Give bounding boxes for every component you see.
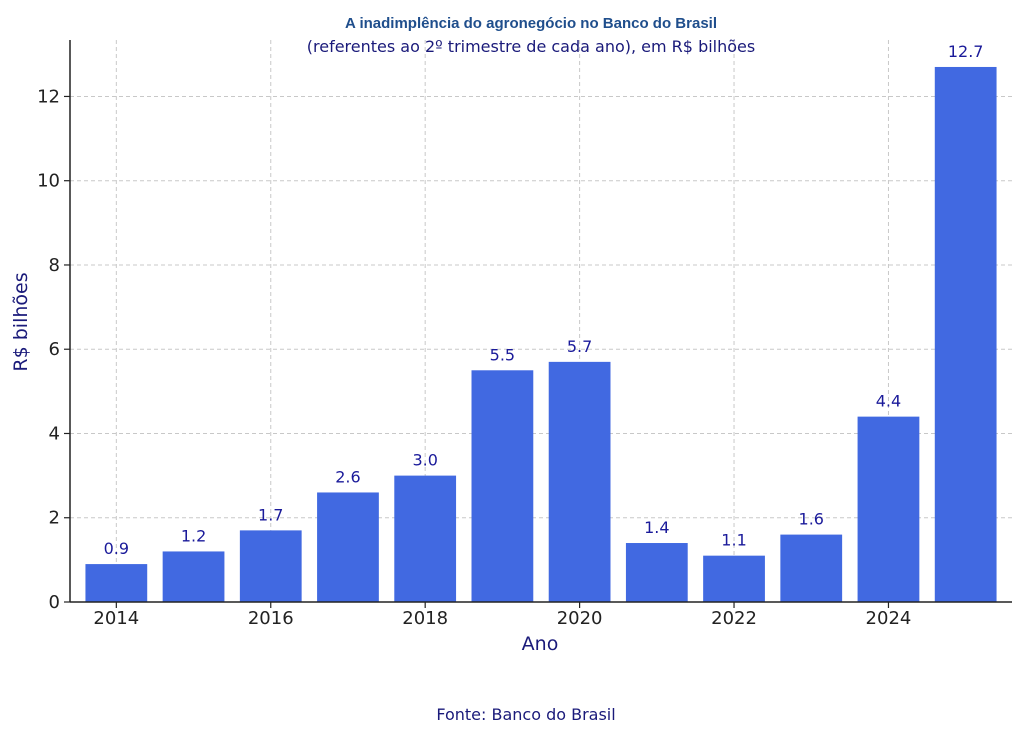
bar-2015 [162,551,225,602]
y-tick-label: 2 [49,508,60,529]
data-label-2021: 1.4 [644,518,669,537]
x-tick-label: 2014 [93,608,139,629]
data-label-2015: 1.2 [181,526,206,545]
bars [85,66,997,602]
bar-2025 [934,66,997,602]
y-tick-label: 0 [49,592,60,613]
data-label-2023: 1.6 [799,510,824,529]
bar-2024 [857,416,920,602]
y-tick-label: 12 [37,86,60,107]
chart-title: A inadimplência do agronegócio no Banco … [345,15,717,32]
bar-2019 [471,370,534,602]
data-label-2020: 5.7 [567,337,592,356]
grid-lines [70,40,1012,602]
y-tick-label: 10 [37,171,60,192]
data-label-2019: 5.5 [490,345,515,364]
chart-subtitle: (referentes ao 2º trimestre de cada ano)… [307,37,755,56]
y-tick-label: 8 [49,255,60,276]
source-note: Fonte: Banco do Brasil [436,705,615,724]
bar-2022 [703,555,765,602]
x-tick-label: 2018 [402,608,448,629]
bar-2014 [85,564,148,602]
x-tick-label: 2020 [557,608,603,629]
data-label-2017: 2.6 [335,467,360,486]
x-tick-label: 2024 [866,608,912,629]
x-tick-label: 2022 [711,608,757,629]
y-tick-label: 4 [49,423,60,444]
y-tick-labels: 0 2 4 6 8 10 12 [37,86,70,613]
data-label-2024: 4.4 [876,392,901,411]
data-label-2018: 3.0 [412,451,437,470]
x-tick-labels: 2014 2016 2018 2020 2022 2024 [93,602,911,629]
bar-2016 [239,530,302,602]
data-label-2014: 0.9 [104,539,129,558]
bar-2020 [548,361,611,602]
y-tick-label: 6 [49,339,60,360]
data-labels: 0.9 1.2 1.7 2.6 3.0 5.5 5.7 1.4 1.1 1.6 4.4 12.7 [104,42,984,558]
bar-2021 [625,543,688,602]
bar-2017 [317,492,379,602]
data-label-2016: 1.7 [258,505,283,524]
data-label-2022: 1.1 [721,531,746,550]
x-tick-label: 2016 [248,608,294,629]
data-label-2025: 12.7 [948,42,984,61]
bar-2023 [780,534,843,602]
bar-2018 [394,475,457,602]
y-axis-label: R$ bilhões [10,272,32,371]
x-axis-label: Ano [522,633,559,655]
